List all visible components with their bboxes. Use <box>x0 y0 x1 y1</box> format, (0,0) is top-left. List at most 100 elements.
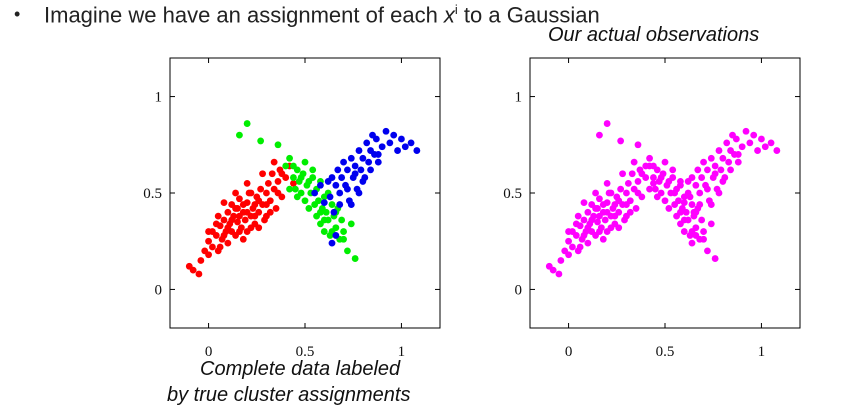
right-scatter-point <box>686 193 694 201</box>
left-scatter-point <box>340 235 347 243</box>
right-scatter-point <box>561 247 569 255</box>
left-scatter-point <box>309 174 317 181</box>
left-scatter-point <box>282 162 290 170</box>
right-scatter-point <box>723 139 731 147</box>
left-scatter-point <box>239 235 247 243</box>
right-scatter-point <box>754 147 761 154</box>
right-xtick-label: 0.5 <box>656 344 675 360</box>
left-scatter-point <box>378 143 386 151</box>
right-scatter-point <box>669 166 677 174</box>
bullet-text-prefix: Imagine we have an assignment of each <box>44 2 444 28</box>
left-scatter-point <box>216 243 224 251</box>
left-scatter-point <box>311 201 319 208</box>
left-scatter-point <box>234 218 241 226</box>
right-scatter-point <box>707 154 715 162</box>
right-scatter-point <box>615 208 623 216</box>
right-scatter-point <box>594 205 601 212</box>
right-scatter-point <box>617 185 625 193</box>
left-scatter-point <box>351 255 359 262</box>
right-scatter-point <box>680 193 688 201</box>
left-scatter-point <box>201 247 209 255</box>
left-scatter-point <box>365 158 373 166</box>
left-scatter-point <box>270 158 278 166</box>
right-scatter-point <box>607 224 615 232</box>
left-scatter-point <box>228 228 236 235</box>
left-ytick-label: 1 <box>155 90 163 106</box>
left-scatter-point <box>290 174 297 181</box>
left-scatter-point <box>259 170 266 178</box>
right-scatter-point <box>555 270 563 278</box>
right-scatter-point <box>586 220 594 228</box>
left-scatter-point <box>369 131 376 139</box>
right-scatter-point <box>727 166 734 174</box>
left-ytick-label: 0 <box>155 282 163 298</box>
left-scatter-point <box>220 216 228 224</box>
left-scatter-point <box>317 178 324 185</box>
right-scatter-point <box>599 235 607 243</box>
left-scatter-point <box>214 212 222 220</box>
right-scatter-point <box>638 193 646 201</box>
right-scatter-point <box>700 228 707 235</box>
right-scatter-point <box>624 179 632 187</box>
right-scatter-point <box>588 216 596 224</box>
left-scatter-point <box>216 222 224 230</box>
right-ytick-label: 0 <box>515 282 523 298</box>
right-xtick-label: 1 <box>758 344 766 360</box>
left-scatter-point <box>332 181 340 189</box>
left-scatter-point <box>286 162 293 170</box>
slide-bullet: • Imagine we have an assignment of each x… <box>14 2 600 28</box>
left-scatter-point <box>205 251 212 259</box>
right-plot-frame <box>529 57 801 329</box>
left-scatter-point <box>236 228 243 235</box>
right-scatter-point <box>680 216 688 224</box>
right-scatter-point <box>665 178 673 185</box>
left-scatter-point <box>264 179 272 187</box>
right-scatter-point <box>692 232 700 239</box>
left-scatter-point <box>332 208 340 216</box>
left-scatter-point <box>224 239 232 247</box>
right-scatter-point <box>692 181 700 189</box>
left-scatter-point <box>255 224 263 232</box>
left-scatter-point <box>272 205 280 212</box>
right-scatter-point <box>621 216 628 224</box>
right-scatter-point <box>707 220 715 228</box>
left-scatter-point <box>344 247 351 255</box>
left-scatter-point <box>257 185 265 193</box>
left-scatter-point <box>266 208 274 216</box>
left-scatter-point <box>243 199 251 207</box>
right-scatter-point <box>721 174 729 181</box>
left-scatter-point <box>332 224 340 232</box>
right-scatter-point <box>711 255 719 262</box>
right-scatter-point <box>592 189 599 197</box>
right-scatter-point <box>592 232 599 239</box>
left-caption-line1: Complete data labeled <box>200 358 401 380</box>
left-scatter-point <box>338 174 346 181</box>
right-scatter-point <box>632 205 640 212</box>
left-scatter-point <box>355 147 363 154</box>
right-scatter-point <box>634 189 642 197</box>
left-scatter-point <box>344 166 351 174</box>
left-scatter-point <box>374 151 382 158</box>
left-scatter-point <box>243 120 251 127</box>
right-scatter-point <box>584 208 592 216</box>
right-scatter-point <box>773 147 781 154</box>
left-scatter-point <box>220 199 228 207</box>
right-scatter-point <box>715 147 723 154</box>
right-scatter-point <box>729 131 736 139</box>
right-scatter-point <box>572 220 580 228</box>
right-scatter-point <box>719 154 727 162</box>
left-scatter-point <box>278 193 286 201</box>
left-scatter-point <box>236 131 243 139</box>
left-scatter-point <box>317 181 324 189</box>
right-scatter-point <box>675 197 682 205</box>
left-scatter-point <box>324 189 332 197</box>
right-scatter-point <box>611 212 619 220</box>
right-scatter-point <box>599 201 607 208</box>
right-scatter-point <box>713 185 721 193</box>
right-scatter-point <box>694 205 702 212</box>
left-scatter-point <box>315 197 322 205</box>
right-scatter-point <box>742 127 750 135</box>
left-scatter-point <box>263 189 270 197</box>
left-scatter-point <box>390 131 398 139</box>
